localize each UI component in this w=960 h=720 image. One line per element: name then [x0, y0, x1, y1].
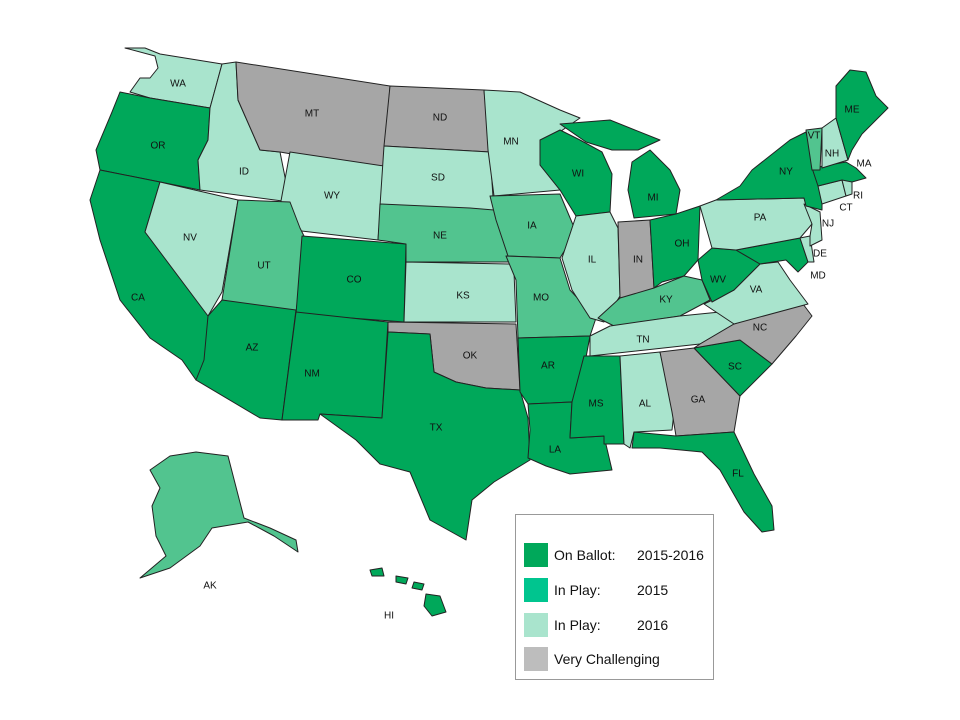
label-ri: RI — [853, 191, 863, 202]
legend-item-in-play-2016: In Play: 2016 — [524, 612, 668, 638]
label-mi: MI — [647, 193, 658, 204]
label-me: ME — [845, 105, 860, 116]
legend-label-very-challenging: Very Challenging — [554, 651, 660, 667]
label-ny: NY — [779, 167, 793, 178]
state-az — [195, 299, 297, 421]
state-fl — [631, 431, 775, 533]
label-ga: GA — [691, 395, 706, 406]
state-ak — [139, 451, 299, 579]
state-vt — [805, 127, 823, 171]
label-wy: WY — [324, 191, 340, 202]
state-nv — [144, 181, 239, 317]
label-nv: NV — [183, 233, 197, 244]
label-md: MD — [810, 271, 826, 282]
label-ct: CT — [839, 203, 852, 214]
label-nj: NJ — [822, 219, 834, 230]
label-al: AL — [639, 399, 652, 410]
legend-item-in-play-2015: In Play: 2015 — [524, 577, 668, 603]
label-mn: MN — [503, 137, 519, 148]
label-sd: SD — [431, 173, 445, 184]
label-nm: NM — [304, 369, 320, 380]
state-mo — [505, 255, 597, 339]
label-ms: MS — [589, 399, 604, 410]
legend-label-in-play-2015: In Play: — [554, 582, 601, 598]
label-nc: NC — [753, 323, 767, 334]
label-oh: OH — [675, 239, 690, 250]
label-va: VA — [750, 285, 763, 296]
label-wa: WA — [170, 79, 186, 90]
label-ak: AK — [203, 581, 217, 592]
state-ma — [811, 161, 867, 187]
state-mi — [559, 119, 681, 219]
label-tx: TX — [430, 423, 443, 434]
label-or: OR — [151, 141, 166, 152]
legend-swatch-in-play-2016 — [524, 613, 548, 637]
legend-year-on-ballot: 2015-2016 — [637, 547, 704, 563]
state-me — [835, 69, 889, 161]
label-wi: WI — [572, 169, 584, 180]
label-fl: FL — [732, 469, 744, 480]
state-ne — [377, 203, 511, 263]
label-ut: UT — [257, 261, 270, 272]
state-wi — [539, 129, 613, 217]
state-nj — [803, 203, 823, 247]
state-ks — [403, 261, 517, 323]
legend-swatch-very-challenging — [524, 647, 548, 671]
label-ky: KY — [659, 295, 673, 306]
label-la: LA — [549, 445, 562, 456]
label-hi: HI — [384, 611, 394, 622]
label-de: DE — [813, 249, 827, 260]
state-tx — [319, 331, 531, 541]
label-pa: PA — [754, 213, 767, 224]
state-wa — [124, 47, 223, 109]
legend-year-in-play-2016: 2016 — [637, 617, 669, 633]
map-legend: On Ballot: 2015-2016 In Play: 2015 In Pl… — [515, 514, 714, 680]
state-il — [561, 211, 621, 323]
label-ia: IA — [527, 221, 537, 232]
label-wv: WV — [710, 275, 726, 286]
legend-label-on-ballot: On Ballot: — [554, 547, 616, 563]
legend-swatch-on-ballot — [524, 543, 548, 567]
label-vt: VT — [808, 131, 821, 142]
label-co: CO — [347, 275, 362, 286]
label-ca: CA — [131, 293, 145, 304]
legend-year-in-play-2015: 2015 — [637, 582, 669, 598]
label-nh: NH — [825, 149, 839, 160]
label-ar: AR — [541, 361, 555, 372]
label-il: IL — [588, 255, 597, 266]
legend-label-in-play-2016: In Play: — [554, 617, 601, 633]
label-in: IN — [633, 255, 643, 266]
label-id: ID — [239, 167, 249, 178]
label-ok: OK — [463, 351, 478, 362]
label-ne: NE — [433, 231, 447, 242]
legend-swatch-in-play-2015 — [524, 578, 548, 602]
label-sc: SC — [728, 362, 742, 373]
state-nm — [281, 311, 389, 421]
label-tn: TN — [636, 335, 649, 346]
legend-item-very-challenging: Very Challenging — [524, 646, 660, 672]
state-ny — [715, 131, 823, 211]
label-mo: MO — [533, 293, 549, 304]
state-hi — [369, 567, 447, 617]
label-ks: KS — [456, 291, 470, 302]
label-az: AZ — [246, 343, 259, 354]
legend-item-on-ballot: On Ballot: 2015-2016 — [524, 542, 704, 568]
label-nd: ND — [433, 113, 447, 124]
label-mt: MT — [305, 109, 319, 120]
label-ma: MA — [857, 159, 872, 170]
